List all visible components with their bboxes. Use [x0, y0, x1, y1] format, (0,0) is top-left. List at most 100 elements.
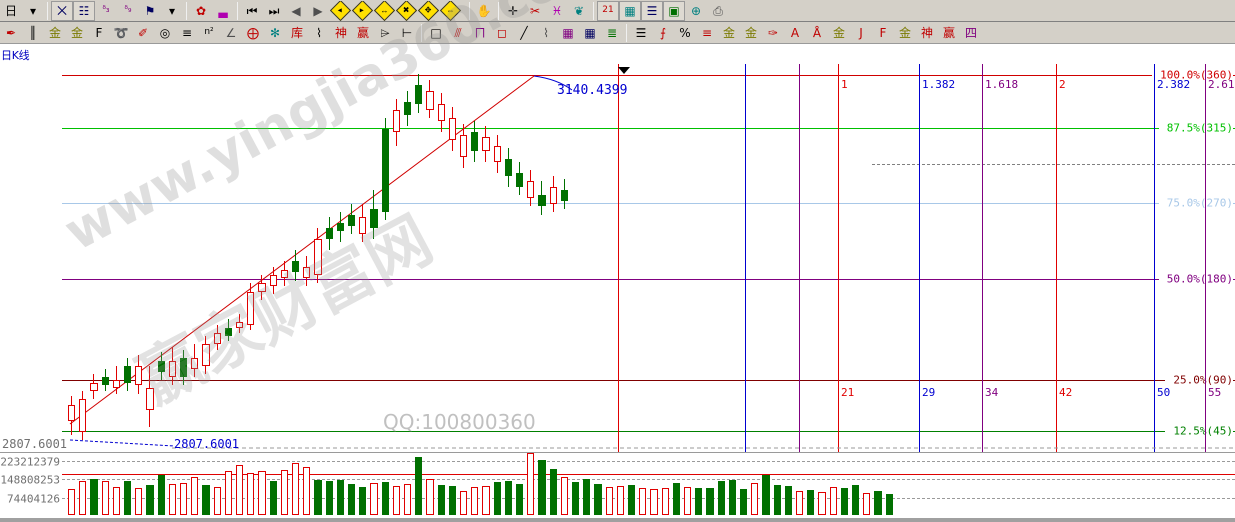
parallel-lines-icon[interactable]: ≣ — [601, 23, 623, 43]
circle-tool-icon[interactable]: ◎ — [154, 23, 176, 43]
gold-levels-icon[interactable]: 金 — [740, 23, 762, 43]
spiral-icon-glyph: ➰ — [113, 25, 129, 40]
channel-123-icon[interactable]: ⌲ — [374, 23, 396, 43]
candlestick — [560, 64, 568, 452]
percent-levels-icon[interactable]: ≡ — [696, 23, 718, 43]
f-tool-icon[interactable]: F — [88, 23, 110, 43]
cn-shen-fan-icon[interactable]: 神 — [916, 23, 938, 43]
af-fan-icon[interactable]: Å — [806, 23, 828, 43]
report-icon[interactable]: ☷ — [73, 0, 95, 21]
grid-dark-icon[interactable]: ▦ — [579, 23, 601, 43]
volume-bar — [381, 482, 389, 515]
rect-select-icon[interactable]: □ — [425, 23, 447, 43]
gold-fork-1-icon[interactable]: 金 — [44, 23, 66, 43]
diamond-zoom-icon[interactable]: ✥ — [417, 0, 439, 21]
candlestick — [90, 64, 98, 452]
volume-plot-area[interactable] — [62, 453, 1235, 515]
diamond-expand-icon[interactable]: ↔ — [373, 0, 395, 21]
print-icon[interactable]: ⎙ — [707, 1, 729, 21]
pen-tool-icon[interactable]: ✐ — [132, 23, 154, 43]
candlestick-body — [202, 344, 210, 367]
grid-icon[interactable]: ▦ — [557, 23, 579, 43]
cn-box-icon[interactable]: 库 — [286, 23, 308, 43]
network-chart-icon[interactable]: ⨉ — [51, 0, 73, 21]
crosshair-tool-icon[interactable]: ✛ — [502, 1, 524, 21]
bull-icon[interactable]: ♓ — [546, 1, 568, 21]
volume-bar — [852, 485, 860, 515]
save-icon[interactable]: ▣ — [663, 0, 685, 21]
calendar-icon[interactable]: 日 — [0, 1, 22, 21]
f-fan-icon[interactable]: F — [872, 23, 894, 43]
diamond-contract-icon[interactable]: ✖ — [395, 0, 417, 21]
cn-si-fan-icon[interactable]: 四 — [960, 23, 982, 43]
indicator-3-icon[interactable]: ᵟ₃ — [95, 1, 117, 21]
diamond-zoom-icon-shape: ✥ — [417, 0, 439, 21]
first-page-icon[interactable]: ⏮ — [241, 1, 263, 21]
candlestick — [280, 64, 288, 452]
cn-shen-icon[interactable]: 神 — [330, 23, 352, 43]
fib-price-level-label: 25.0%(90) — [1165, 373, 1233, 387]
chart-type-label[interactable]: 日K线 — [1, 49, 30, 62]
a-fan-icon[interactable]: A — [784, 23, 806, 43]
pitchfork-icon[interactable]: ⨅ — [469, 23, 491, 43]
last-page-icon[interactable]: ⏭ — [263, 1, 285, 21]
diamond-right-icon[interactable]: ▸ — [351, 0, 373, 21]
percent-line-icon[interactable]: ⨍ — [652, 23, 674, 43]
snowflake-icon[interactable]: ✻ — [264, 23, 286, 43]
hand-tool-icon[interactable]: ✋ — [473, 1, 495, 21]
cn-ying-fan-icon[interactable]: 赢 — [938, 23, 960, 43]
dropdown-arrow-2-icon[interactable]: ▾ — [161, 1, 183, 21]
gold-circle-icon[interactable]: 金 — [718, 23, 740, 43]
wave-tool-icon[interactable]: ⌇ — [308, 23, 330, 43]
pen-levels-icon[interactable]: ✑ — [762, 23, 784, 43]
gold-fan-2-icon[interactable]: 金 — [894, 23, 916, 43]
box-diag-icon[interactable]: ◻ — [491, 23, 513, 43]
candlestick-body — [213, 333, 221, 345]
bar-levels-icon[interactable]: ☰ — [630, 23, 652, 43]
grid-lines-icon[interactable]: ║ — [22, 23, 44, 43]
bottom-status-bar — [0, 518, 1235, 522]
percent-icon[interactable]: % — [674, 23, 696, 43]
angle-tool-icon[interactable]: ∠ — [220, 23, 242, 43]
document-icon[interactable]: ☰ — [641, 0, 663, 21]
fib-price-level-label: 12.5%(45) — [1165, 424, 1233, 438]
volume-bar — [516, 484, 524, 515]
scissors-icon[interactable]: ✂ — [524, 1, 546, 21]
gold-fork-2-icon[interactable]: 金 — [66, 23, 88, 43]
globe-icon-glyph: ⊕ — [690, 3, 702, 18]
diamond-fit-icon[interactable]: ⇔ — [439, 0, 461, 21]
indicator-9-icon[interactable]: ᵟ₉ — [117, 1, 139, 21]
target-icon[interactable]: ⨁ — [242, 23, 264, 43]
prev-icon[interactable]: ◀ — [285, 1, 307, 21]
zigzag-icon[interactable]: ⌇ — [535, 23, 557, 43]
fan-lines-icon[interactable]: ⫻ — [447, 23, 469, 43]
price-plot-area[interactable]: 100.0%(360) 87.5%(315) 75.0%(270) 50.0%(180… — [62, 64, 1235, 452]
n2-tool-icon[interactable]: n² — [198, 23, 220, 43]
brain-2-icon[interactable]: ❦ — [568, 1, 590, 21]
bull-icon-glyph: ♓ — [551, 3, 563, 18]
trendline-icon[interactable]: ╱ — [513, 23, 535, 43]
j-fan-icon[interactable]: J — [850, 23, 872, 43]
cn-ying-icon[interactable]: 赢 — [352, 23, 374, 43]
report-icon-glyph: ☷ — [78, 3, 90, 18]
calendar-21-icon[interactable]: 21 — [597, 0, 619, 21]
pencil-draw-icon[interactable]: ✒ — [0, 23, 22, 43]
globe-icon[interactable]: ⊕ — [685, 1, 707, 21]
diamond-left-icon[interactable]: ◂ — [329, 0, 351, 21]
candlestick-body — [404, 101, 412, 116]
volume-chart-pane[interactable]: 223212379 148808253 74404126 — [0, 452, 1235, 518]
dropdown-arrow-icon[interactable]: ▾ — [22, 1, 44, 21]
gold-fork-1-icon-glyph: 金 — [48, 25, 61, 40]
brain-icon[interactable]: ✿ — [190, 1, 212, 21]
spiral-icon[interactable]: ➰ — [110, 23, 132, 43]
measure-icon[interactable]: ⊢ — [396, 23, 418, 43]
flag-icon[interactable]: ⚑ — [139, 1, 161, 21]
next-icon[interactable]: ▶ — [307, 1, 329, 21]
volume-bar — [314, 480, 322, 515]
price-chart-pane[interactable]: 100.0%(360) 87.5%(315) 75.0%(270) 50.0%(180… — [0, 64, 1235, 452]
ladder-icon[interactable]: ≡ — [176, 23, 198, 43]
histogram-icon[interactable]: ▃ — [212, 1, 234, 21]
calculator-icon[interactable]: ▦ — [619, 0, 641, 21]
volume-bar — [79, 481, 87, 515]
gold-fan-icon[interactable]: 金 — [828, 23, 850, 43]
